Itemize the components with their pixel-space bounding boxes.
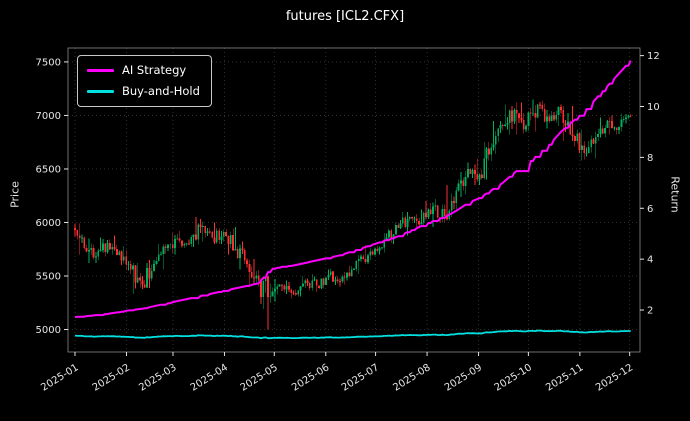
svg-text:4: 4 [647,255,653,266]
svg-text:2025-04: 2025-04 [189,362,230,393]
svg-text:2025-02: 2025-02 [91,362,132,393]
svg-text:2025-03: 2025-03 [137,362,178,393]
legend-label-ai-strategy: AI Strategy [122,63,187,77]
legend-label-buy-and-hold: Buy-and-Hold [122,84,200,98]
svg-text:6: 6 [647,204,653,215]
svg-text:2025-12: 2025-12 [594,362,635,393]
svg-text:12: 12 [647,51,660,62]
y-axis-label-price: Price [8,181,22,208]
legend: AI Strategy Buy-and-Hold [77,55,212,107]
svg-text:2025-08: 2025-08 [391,362,432,393]
svg-text:5000: 5000 [36,325,61,336]
chart-title: futures [ICL2.CFX] [285,9,405,24]
svg-text:2025-06: 2025-06 [290,362,331,393]
svg-text:7000: 7000 [36,111,61,122]
y-axis-label-return: Return [668,176,682,213]
svg-text:7500: 7500 [36,57,61,68]
svg-text:2025-05: 2025-05 [239,362,280,393]
svg-text:2025-09: 2025-09 [443,362,484,393]
legend-item-ai-strategy: AI Strategy [87,63,200,77]
svg-text:2025-07: 2025-07 [340,362,381,393]
legend-item-buy-and-hold: Buy-and-Hold [87,84,200,98]
svg-text:2025-11: 2025-11 [544,362,585,393]
svg-text:2025-10: 2025-10 [493,362,534,393]
svg-text:2025-01: 2025-01 [39,362,80,393]
svg-text:6000: 6000 [36,218,61,229]
svg-text:10: 10 [647,102,660,113]
svg-text:6500: 6500 [36,164,61,175]
ai-line-swatch [87,68,114,72]
svg-text:2: 2 [647,306,653,317]
svg-text:8: 8 [647,153,653,164]
bh-line-swatch [87,89,114,93]
svg-text:5500: 5500 [36,272,61,283]
